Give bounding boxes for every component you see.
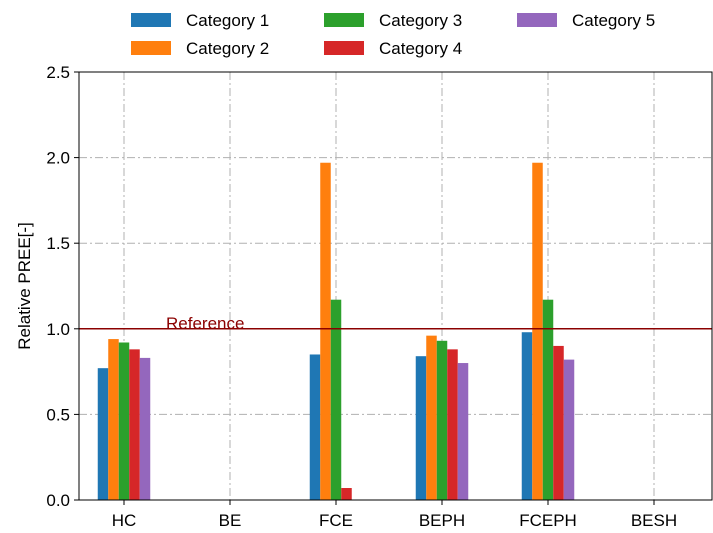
x-tick-label: BESH	[631, 511, 677, 530]
bar-beph-category-3	[436, 340, 448, 500]
bar-beph-category-1	[415, 356, 427, 500]
plot-frame	[78, 71, 713, 501]
legend-label: Category 1	[186, 11, 269, 30]
x-axis: HC BE FCE BEPH FCEPH BESH	[112, 500, 677, 530]
y-axis-title: Relative PREE[-]	[15, 222, 34, 350]
bar-fce-category-4	[341, 488, 352, 500]
bar-fceph-category-3	[542, 299, 554, 500]
bar-fceph-category-4	[553, 345, 564, 500]
bar-beph-category-5	[457, 363, 469, 500]
bar-fce-category-1	[309, 354, 321, 500]
legend-label: Category 2	[186, 39, 269, 58]
y-tick-label: 2.5	[46, 63, 70, 82]
x-tick-label: BEPH	[419, 511, 465, 530]
reference-label: Reference	[166, 314, 244, 333]
bar-fce-category-3	[330, 299, 342, 500]
bar-hc-category-5	[139, 357, 151, 500]
legend-label: Category 5	[572, 11, 655, 30]
bar-beph-category-2	[426, 335, 437, 500]
legend-swatch	[324, 13, 364, 27]
y-axis: 0.0 0.5 1.0 1.5 2.0 2.5	[46, 63, 79, 510]
x-tick-label: BE	[219, 511, 242, 530]
x-tick-label: FCEPH	[519, 511, 577, 530]
y-tick-label: 0.0	[46, 491, 70, 510]
legend-swatch	[517, 13, 557, 27]
grid	[79, 72, 712, 500]
bar-hc-category-2	[108, 339, 119, 500]
y-tick-label: 1.5	[46, 234, 70, 253]
legend-label: Category 3	[379, 11, 462, 30]
bar-beph-category-4	[447, 349, 458, 500]
bar-fceph-category-2	[532, 162, 543, 500]
y-tick-label: 2.0	[46, 149, 70, 168]
bar-hc-category-4	[129, 349, 140, 500]
legend-swatch	[131, 13, 171, 27]
y-tick-label: 1.0	[46, 320, 70, 339]
bar-fce-category-2	[320, 162, 331, 500]
legend: Category 1 Category 2 Category 3 Category 4…	[131, 11, 655, 58]
legend-label: Category 4	[379, 39, 462, 58]
bar-fceph-category-1	[521, 332, 533, 500]
y-tick-label: 0.5	[46, 405, 70, 424]
bars	[97, 162, 575, 500]
x-tick-label: HC	[112, 511, 137, 530]
bar-hc-category-1	[97, 368, 109, 500]
bar-fceph-category-5	[563, 359, 575, 500]
legend-swatch	[324, 41, 364, 55]
bar-hc-category-3	[118, 342, 130, 500]
legend-swatch	[131, 41, 171, 55]
x-tick-label: FCE	[319, 511, 353, 530]
